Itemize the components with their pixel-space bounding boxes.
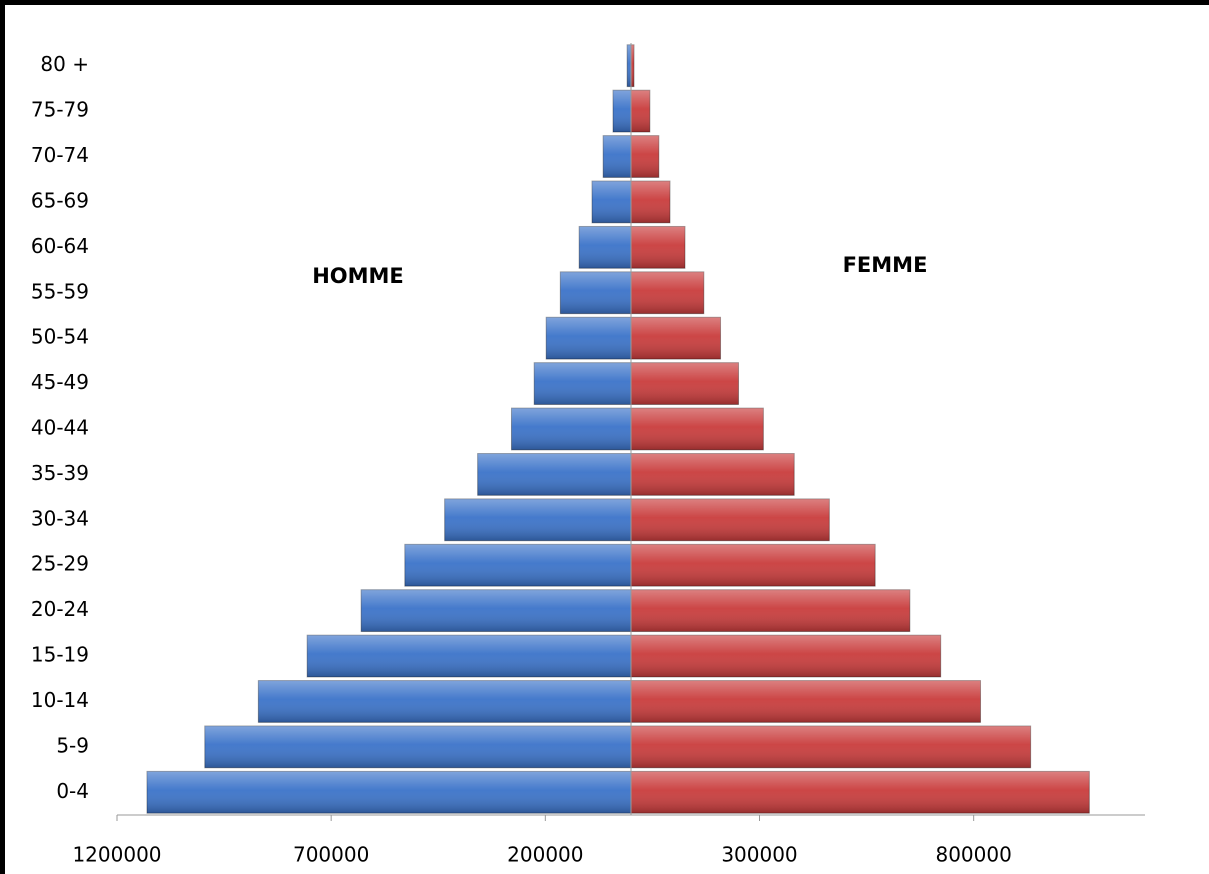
- y-tick-label: 80 +: [40, 52, 89, 76]
- bar: [630, 271, 705, 315]
- y-tick-label: 25-29: [31, 552, 89, 576]
- bar: [630, 316, 722, 360]
- bar: [204, 725, 632, 769]
- y-tick-label: 20-24: [31, 597, 89, 621]
- y-tick-label: 50-54: [31, 325, 89, 349]
- bar: [578, 225, 632, 269]
- series-label: FEMME: [843, 253, 928, 277]
- bar: [404, 543, 632, 587]
- y-tick-label: 55-59: [31, 279, 89, 303]
- bar: [630, 407, 764, 451]
- x-tick-label: 300000: [721, 843, 797, 867]
- y-tick-label: 15-19: [31, 643, 89, 667]
- bar: [630, 680, 982, 723]
- y-tick-label: 45-49: [31, 370, 89, 394]
- bar: [630, 498, 830, 542]
- bar: [257, 680, 632, 723]
- bar: [533, 362, 632, 405]
- x-tick-label: 800000: [935, 843, 1011, 867]
- bar: [444, 498, 632, 542]
- bar: [602, 135, 632, 178]
- y-tick-label: 75-79: [31, 98, 89, 122]
- x-tick-label: 200000: [507, 843, 583, 867]
- bar: [559, 271, 632, 315]
- bar: [360, 589, 632, 633]
- bar: [630, 725, 1032, 769]
- y-tick-label: 10-14: [31, 688, 89, 712]
- bar: [630, 453, 795, 496]
- bar: [612, 89, 632, 133]
- bar: [630, 225, 686, 269]
- bar: [630, 634, 942, 678]
- bar: [510, 407, 632, 451]
- bar: [630, 770, 1090, 814]
- series-label: HOMME: [312, 264, 404, 288]
- y-tick-label: 65-69: [31, 188, 89, 212]
- bar: [630, 543, 876, 587]
- x-tick-label: 700000: [293, 843, 369, 867]
- bar: [630, 589, 911, 633]
- bar: [630, 180, 671, 224]
- y-tick-label: 60-64: [31, 234, 89, 258]
- bar: [146, 770, 632, 814]
- bar: [630, 362, 740, 405]
- y-tick-label: 30-34: [31, 506, 89, 530]
- y-tick-label: 0-4: [56, 779, 89, 803]
- y-tick-label: 5-9: [56, 733, 89, 757]
- y-tick-label: 40-44: [31, 416, 89, 440]
- bar: [630, 89, 651, 133]
- y-tick-label: 70-74: [31, 143, 89, 167]
- bar: [306, 634, 632, 678]
- bar: [591, 180, 632, 224]
- y-tick-label: 35-39: [31, 461, 89, 485]
- x-tick-label: 1200000: [72, 843, 161, 867]
- bar: [545, 316, 632, 360]
- bar: [626, 44, 632, 88]
- bar: [477, 453, 632, 496]
- bar: [630, 135, 660, 178]
